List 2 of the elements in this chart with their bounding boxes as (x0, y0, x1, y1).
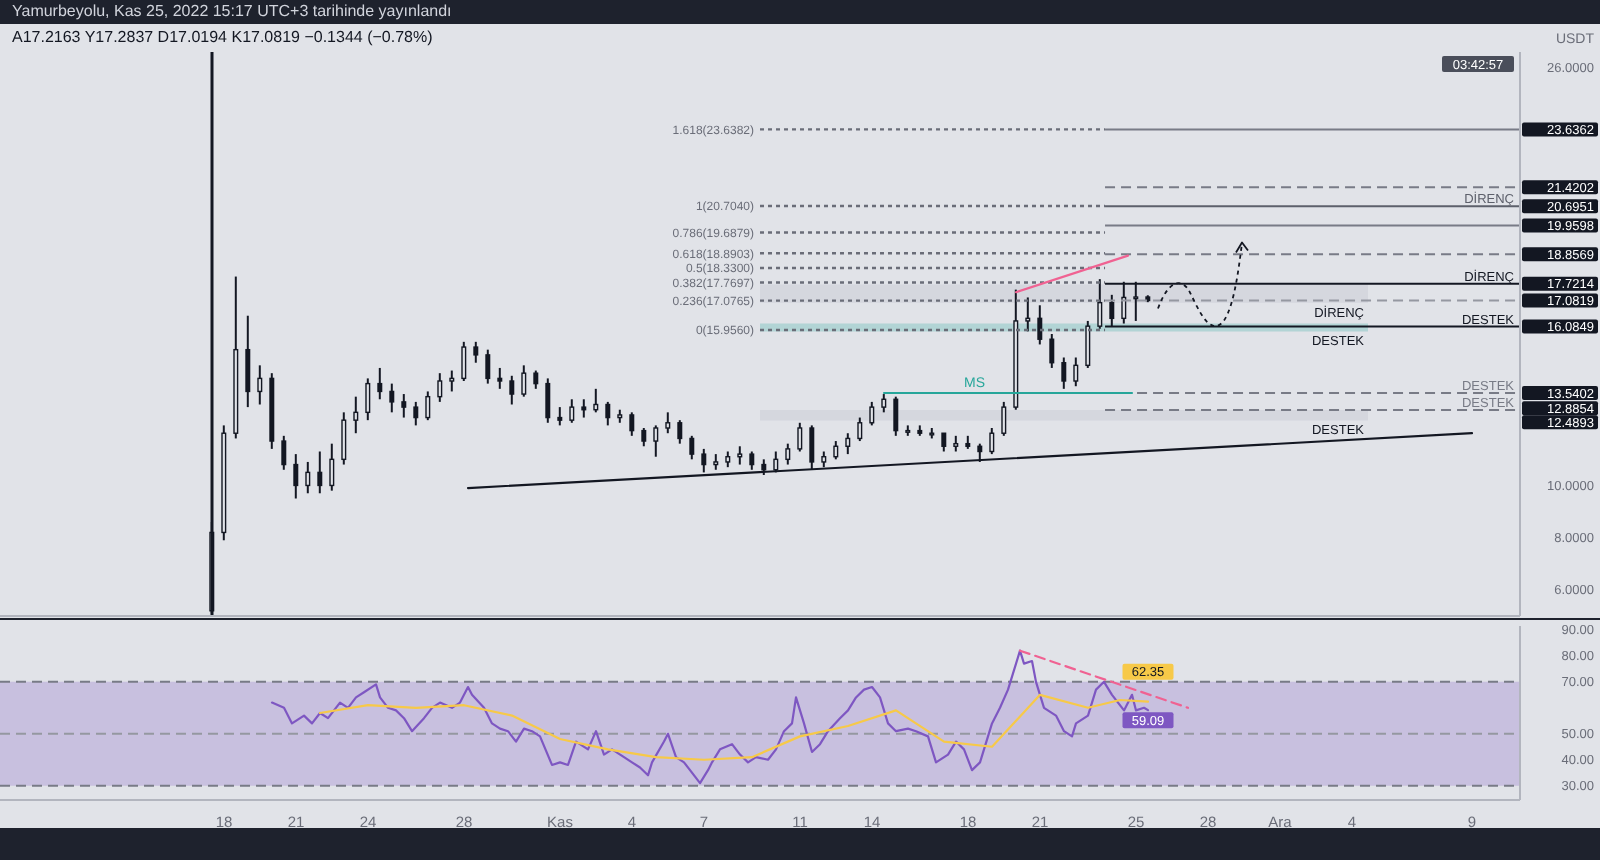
chart-title: Yamurbeyolu, Kas 25, 2022 15:17 UTC+3 tarihinde yayınlandı (12, 2, 452, 22)
chart-subtitle: A17.2163 Y17.2837 D17.0194 K17.0819 −0.1344 (−0.78%) (12, 28, 433, 48)
